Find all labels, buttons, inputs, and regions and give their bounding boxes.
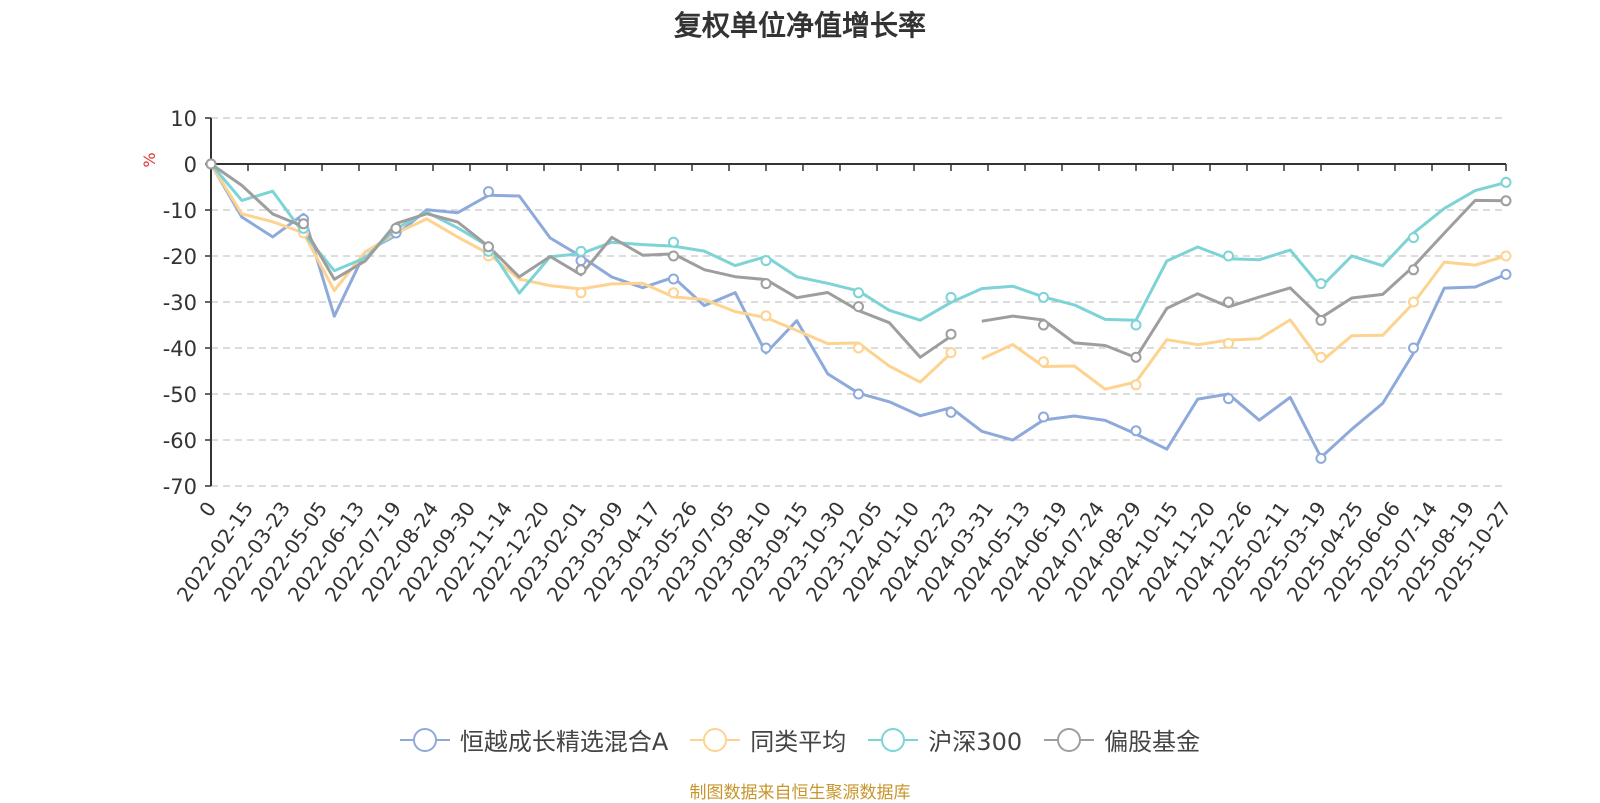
data-point xyxy=(575,264,587,276)
axes xyxy=(205,117,1507,487)
y-tick-label: -50 xyxy=(163,383,197,407)
data-point xyxy=(483,241,494,253)
legend-swatch-icon xyxy=(399,726,450,754)
series-line xyxy=(210,162,1507,360)
legend-swatch-icon xyxy=(868,726,919,754)
legend-label: 偏股基金 xyxy=(1104,728,1201,756)
tick-labels: 100-10-20-30-40-50-60-70%02022-02-152022… xyxy=(140,107,1516,606)
data-point xyxy=(205,158,217,170)
data-point xyxy=(668,250,679,262)
y-tick-label: 0 xyxy=(184,153,197,177)
data-point xyxy=(1223,296,1234,308)
data-point xyxy=(760,278,772,290)
legend-item-fund[interactable]: 恒越成长精选混合A xyxy=(399,722,669,757)
data-point xyxy=(760,255,772,267)
y-tick-label: -30 xyxy=(163,291,197,315)
legend-item-peer-average[interactable]: 同类平均 xyxy=(690,722,846,757)
data-point xyxy=(1130,379,1142,391)
data-point xyxy=(1408,296,1419,308)
data-point xyxy=(853,342,864,354)
data-point xyxy=(853,301,864,313)
data-point xyxy=(1130,351,1142,363)
series-markers xyxy=(205,158,1512,464)
data-point xyxy=(1315,351,1327,363)
data-point xyxy=(1500,250,1512,262)
data-point xyxy=(1223,393,1234,405)
legend: 恒越成长精选混合A 同类平均 沪深300 偏股基金 xyxy=(0,722,1600,757)
data-point xyxy=(668,287,679,299)
data-point xyxy=(1038,319,1049,331)
chart-title: 复权单位净值增长率 xyxy=(673,9,926,42)
data-point xyxy=(760,342,772,354)
data-point xyxy=(945,291,957,303)
data-point xyxy=(1223,250,1234,262)
data-point xyxy=(390,222,402,234)
y-tick-label: -20 xyxy=(163,245,197,269)
y-tick-label: -70 xyxy=(163,475,197,499)
data-point xyxy=(1130,319,1142,331)
data-point xyxy=(483,186,494,198)
legend-label: 恒越成长精选混合A xyxy=(459,728,669,756)
data-point xyxy=(1408,342,1419,354)
data-point xyxy=(1408,232,1419,244)
data-point xyxy=(298,218,309,230)
data-point xyxy=(945,347,957,359)
data-point xyxy=(575,255,587,267)
data-point xyxy=(575,287,587,299)
data-point xyxy=(1038,291,1049,303)
data-point xyxy=(853,287,864,299)
data-point xyxy=(1408,264,1419,276)
y-tick-label: -10 xyxy=(163,199,197,223)
data-point xyxy=(853,388,864,400)
data-point xyxy=(945,406,957,418)
data-point xyxy=(668,236,679,248)
data-point xyxy=(575,245,587,257)
data-point xyxy=(1223,337,1234,349)
legend-item-equity-funds[interactable]: 偏股基金 xyxy=(1044,722,1200,757)
data-point xyxy=(1500,195,1512,207)
legend-swatch-icon xyxy=(1044,726,1095,754)
data-point xyxy=(1500,268,1512,280)
data-point xyxy=(945,328,957,340)
y-axis-label: % xyxy=(140,152,159,167)
legend-item-csi300[interactable]: 沪深300 xyxy=(868,722,1022,757)
source-note: 制图数据来自恒生聚源数据库 xyxy=(689,783,911,803)
data-point xyxy=(760,310,772,322)
x-tick-label: 0 xyxy=(194,497,221,521)
legend-label: 沪深300 xyxy=(928,728,1023,756)
data-point xyxy=(1038,411,1049,423)
y-tick-label: -40 xyxy=(163,337,197,361)
data-point xyxy=(668,273,679,285)
legend-label: 同类平均 xyxy=(750,728,847,756)
data-point xyxy=(1038,356,1049,368)
legend-swatch-icon xyxy=(690,726,741,754)
y-tick-label: 10 xyxy=(170,107,197,131)
data-point xyxy=(1500,176,1512,188)
data-point xyxy=(1130,425,1142,437)
data-point xyxy=(1315,278,1327,290)
data-point xyxy=(1315,452,1327,464)
y-tick-label: -60 xyxy=(163,429,197,453)
line-chart: 100-10-20-30-40-50-60-70%02022-02-152022… xyxy=(140,107,1516,606)
data-point xyxy=(1315,314,1327,326)
